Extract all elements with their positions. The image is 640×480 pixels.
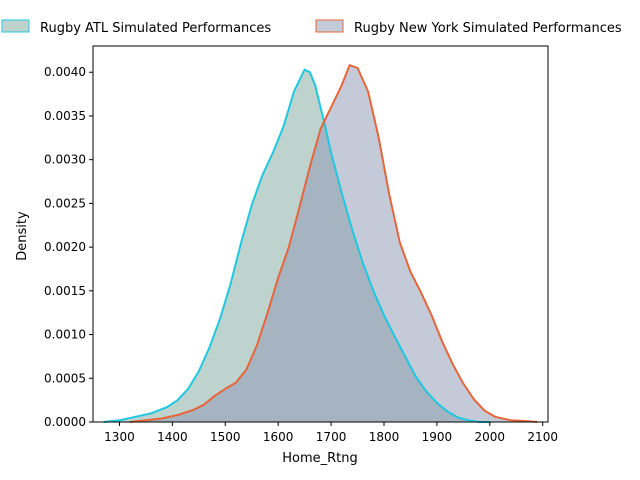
x-tick-label: 1500 (210, 430, 241, 444)
y-tick-label: 0.0020 (44, 240, 86, 254)
legend: Rugby ATL Simulated Performances Rugby N… (1, 19, 622, 36)
series-layer (103, 64, 538, 423)
y-tick-label: 0.0025 (44, 196, 86, 210)
y-tick-label: 0.0005 (44, 371, 86, 385)
y-axis-label: Density (15, 211, 30, 261)
y-tick-label: 0.0035 (44, 109, 86, 123)
x-axis-label: Home_Rtng (282, 451, 358, 466)
x-tick-label: 2100 (527, 430, 558, 444)
x-tick-label: 1400 (157, 430, 188, 444)
series-line-0 (103, 68, 490, 423)
series-line-1 (129, 64, 538, 423)
x-tick-label: 1900 (422, 430, 453, 444)
legend-label-ny: Rugby New York Simulated Performances (354, 21, 622, 36)
x-tick-label: 1700 (316, 430, 347, 444)
series-area-1 (130, 65, 538, 422)
plot-frame (92, 45, 549, 423)
x-tick-label: 1300 (104, 430, 135, 444)
y-tick-label: 0.0015 (44, 284, 86, 298)
y-axis-ticks: 0.0000 0.0005 0.0010 0.0015 0.0020 0.0025 0.00… (44, 65, 93, 429)
y-tick-label: 0.0010 (44, 328, 86, 342)
x-tick-label: 2000 (475, 430, 506, 444)
y-tick-label: 0.0030 (44, 153, 86, 167)
y-tick-label: 0.0040 (44, 65, 86, 79)
legend-swatch-atl (1, 19, 30, 33)
x-tick-label: 1600 (263, 430, 294, 444)
legend-swatch-ny (315, 19, 344, 33)
x-axis-ticks: 1300 1400 1500 1600 1700 1800 1900 2000 2100 (104, 422, 558, 444)
legend-label-atl: Rugby ATL Simulated Performances (40, 21, 271, 36)
x-tick-label: 1800 (369, 430, 400, 444)
y-tick-label: 0.0000 (44, 415, 86, 429)
